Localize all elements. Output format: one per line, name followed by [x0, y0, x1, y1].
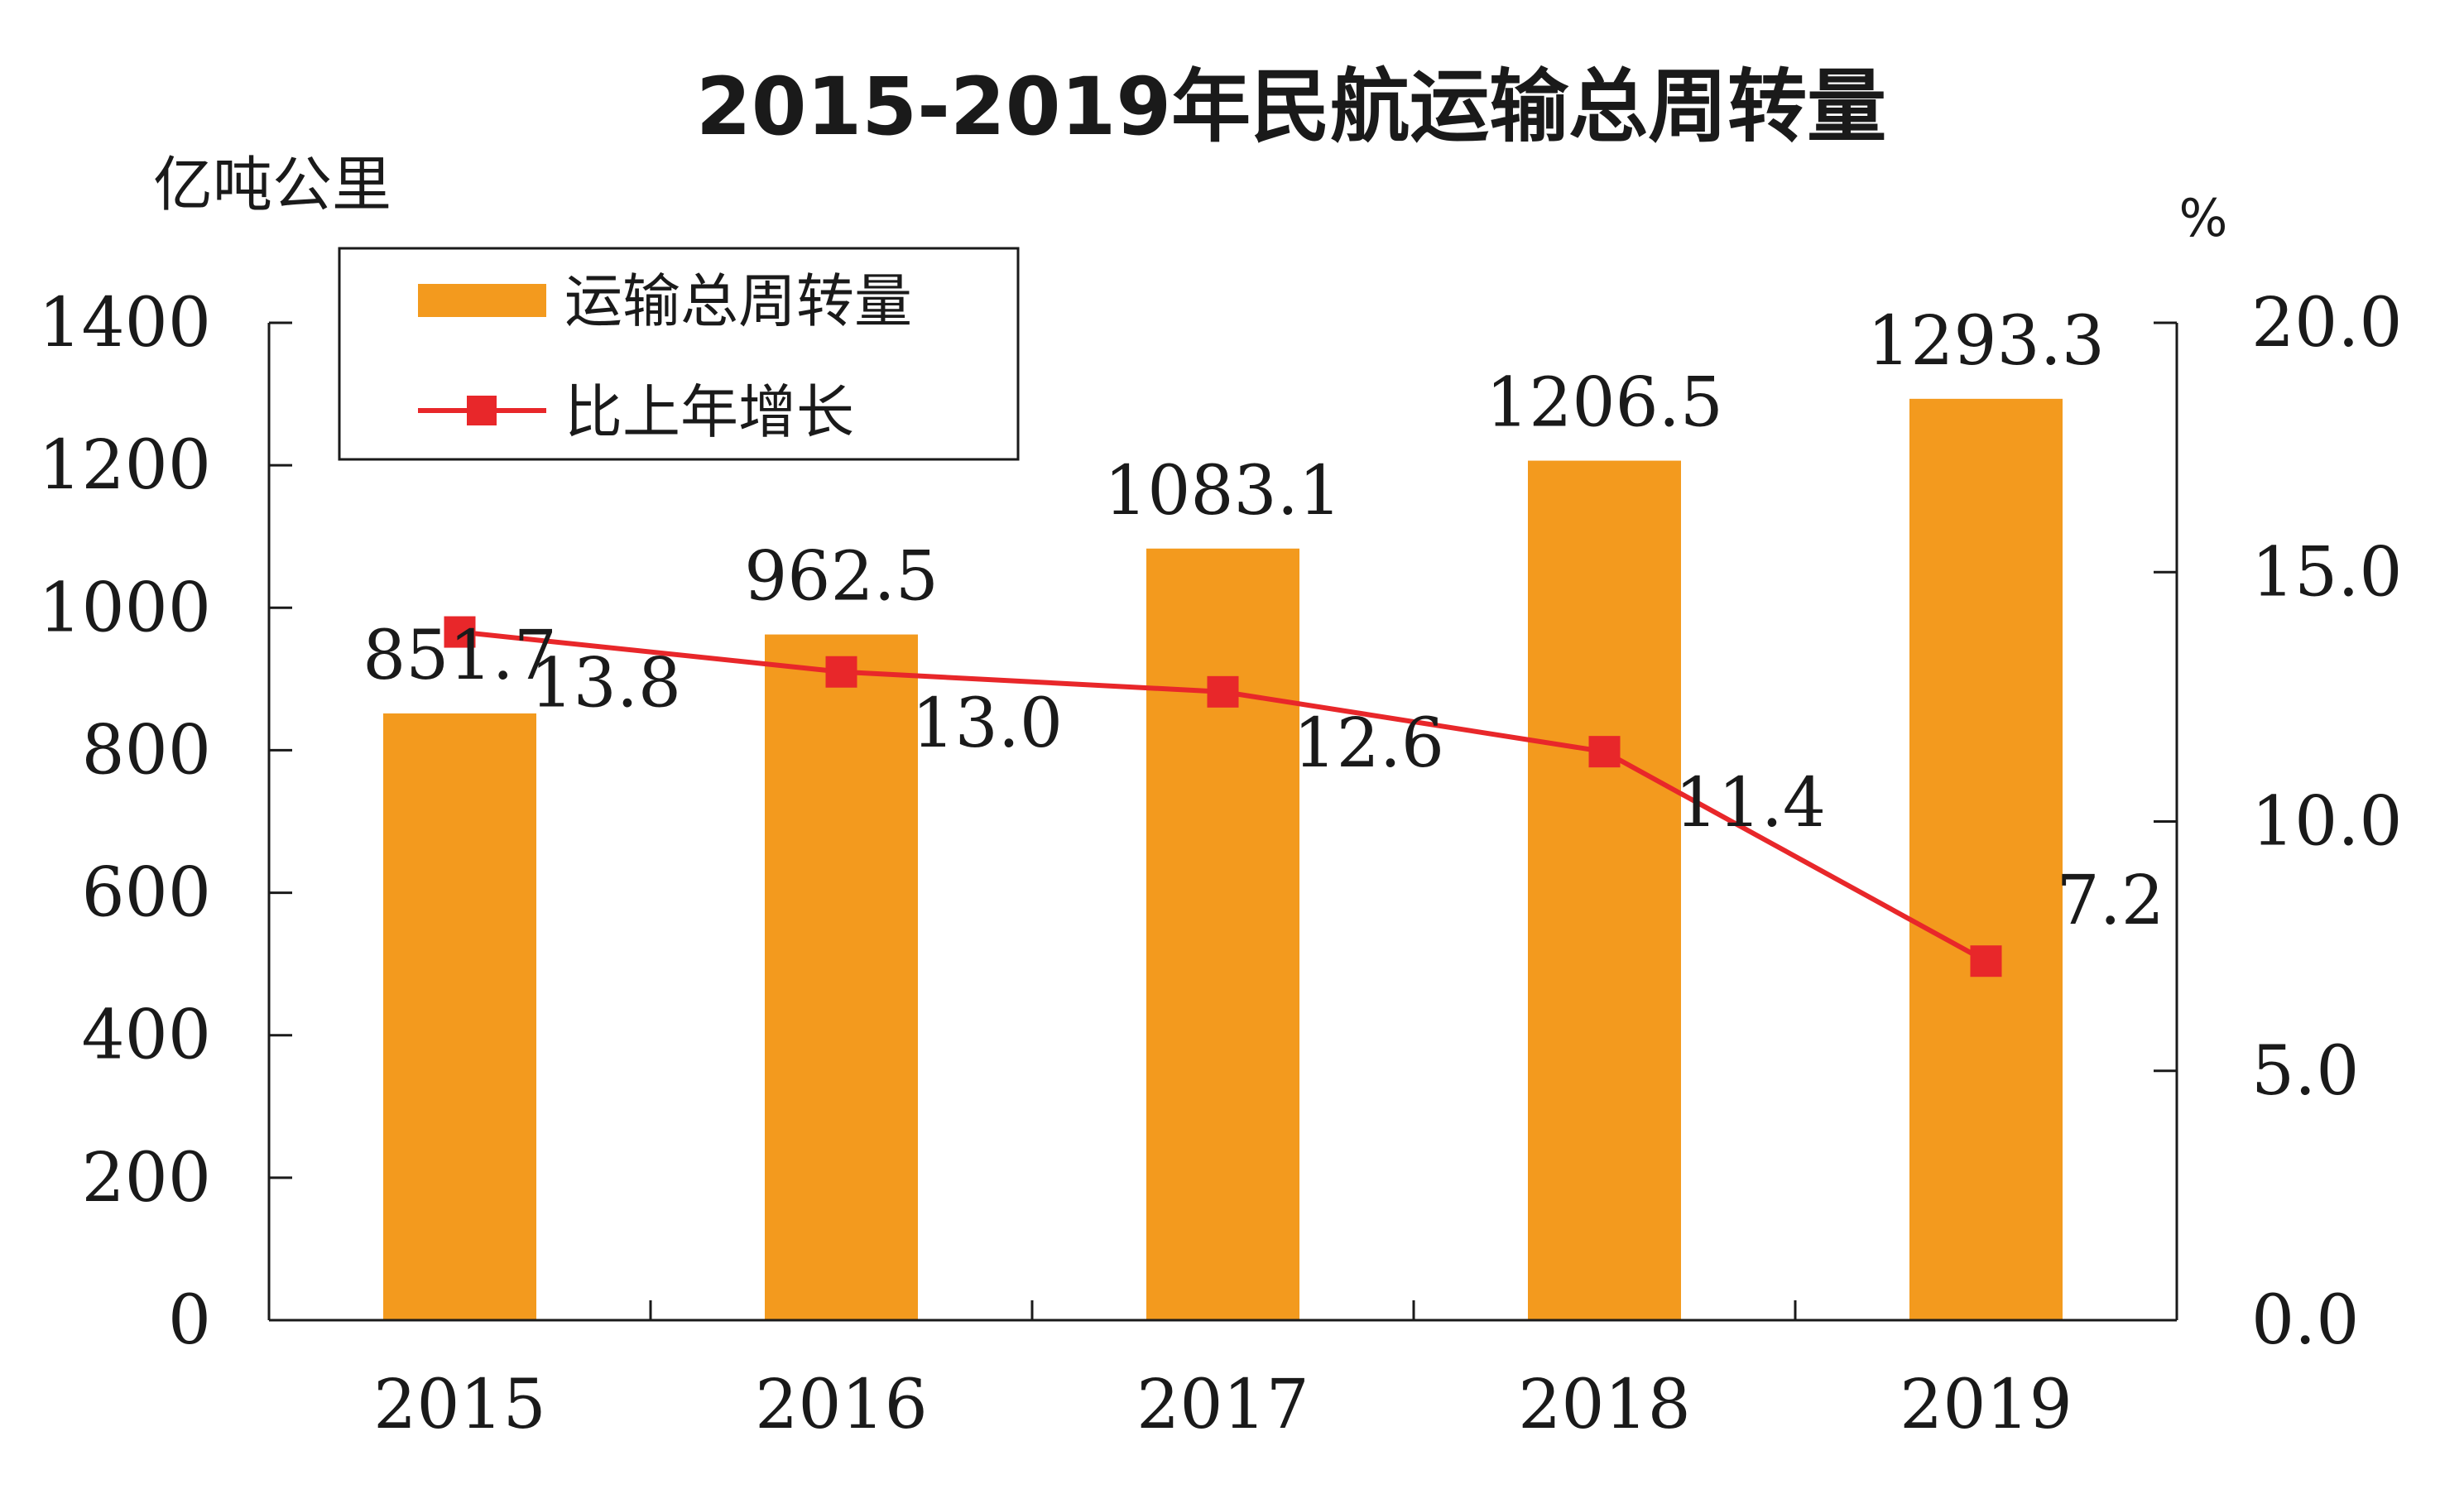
left-tick-label: 0	[168, 1281, 211, 1360]
legend: 运输总周转量 比上年增长	[338, 247, 1020, 461]
bar-2018	[1528, 460, 1681, 1320]
growth-value-label: 11.4	[1675, 764, 1827, 843]
bar-value-label: 1206.5	[1486, 364, 1723, 443]
growth-value-label: 13.0	[912, 685, 1064, 763]
line-layer	[444, 616, 2002, 978]
bar-value-label: 851.7	[363, 617, 557, 695]
right-tick-label: 0.0	[2251, 1281, 2359, 1360]
left-tick-label: 1000	[38, 569, 211, 647]
legend-bar-swatch	[418, 284, 546, 317]
growth-value-label: 7.2	[2057, 862, 2164, 940]
bar-2017	[1146, 548, 1299, 1320]
left-tick-label: 1400	[38, 284, 211, 363]
bar-value-label: 962.5	[744, 538, 939, 617]
left-tick-label: 400	[81, 997, 211, 1075]
legend-line-marker	[467, 396, 497, 425]
growth-marker-2016	[825, 656, 857, 688]
growth-value-label: 12.6	[1294, 704, 1445, 783]
growth-marker-2018	[1588, 736, 1621, 768]
right-tick-label: 10.0	[2251, 783, 2403, 862]
left-axis-unit: 亿吨公里	[153, 150, 391, 219]
bar-2015	[383, 713, 536, 1320]
left-tick-label: 1200	[38, 426, 211, 505]
growth-marker-2015	[444, 616, 476, 648]
x-tick-label: 2018	[1518, 1366, 1691, 1444]
chart-title: 2015-2019年民航运输总周转量	[696, 60, 1886, 153]
labels-layer: 851.7 962.5 1083.1 1206.5 1293.3 13.8 13.0 12.6…	[363, 302, 2164, 940]
bars-layer	[383, 398, 2063, 1320]
axes-layer: 0 200 400 600 800 1000 1200 1400 0.0 5.0 10.0 15.0 2…	[38, 284, 2402, 1444]
legend-line-label: 比上年增长	[564, 378, 854, 446]
bar-value-label: 1293.3	[1867, 302, 2105, 381]
right-tick-label: 5.0	[2251, 1032, 2359, 1111]
x-tick-label: 2019	[1900, 1366, 2073, 1444]
bar-2019	[1909, 398, 2063, 1320]
x-tick-label: 2016	[755, 1366, 928, 1444]
legend-bar-label: 运输总周转量	[564, 267, 912, 335]
x-tick-label: 2017	[1136, 1366, 1309, 1444]
bar-2016	[765, 634, 918, 1320]
growth-marker-2017	[1207, 675, 1239, 708]
right-tick-label: 15.0	[2251, 533, 2403, 612]
right-axis-unit: %	[2179, 188, 2228, 248]
x-tick-label: 2015	[373, 1366, 546, 1444]
growth-value-label: 13.8	[531, 645, 682, 723]
right-tick-label: 20.0	[2251, 284, 2403, 363]
growth-marker-2019	[1970, 945, 2002, 978]
left-tick-label: 600	[81, 854, 211, 933]
bar-value-label: 1083.1	[1104, 452, 1342, 531]
legend-box	[338, 247, 1020, 461]
left-tick-label: 800	[81, 711, 211, 790]
left-tick-label: 200	[81, 1139, 211, 1218]
